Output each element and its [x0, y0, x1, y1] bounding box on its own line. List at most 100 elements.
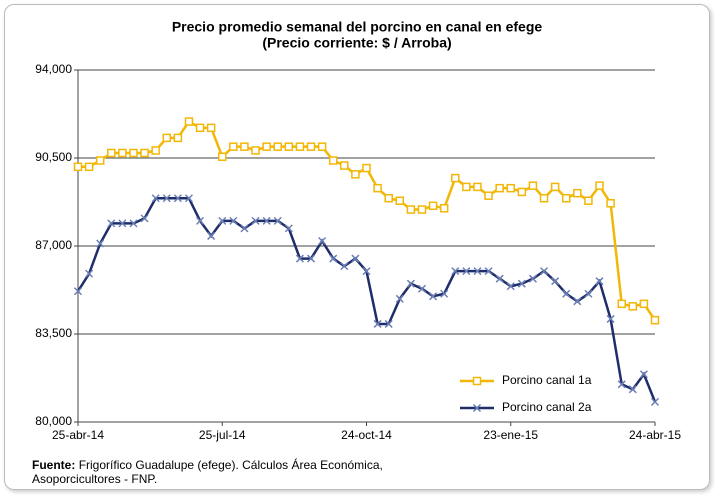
data-point	[639, 370, 648, 379]
data-point	[107, 148, 116, 158]
data-point	[584, 196, 593, 205]
data-point	[329, 254, 338, 263]
data-point	[395, 196, 405, 205]
data-point	[495, 183, 504, 193]
data-point	[517, 279, 526, 288]
data-point	[84, 162, 94, 172]
x-tick-label: 23-ene-15	[483, 428, 538, 442]
data-point	[218, 216, 227, 225]
data-point	[484, 267, 493, 276]
data-point	[451, 173, 460, 183]
data-point	[107, 219, 116, 228]
data-point	[129, 148, 138, 158]
data-point	[340, 262, 349, 271]
data-point	[118, 219, 127, 228]
data-point	[173, 194, 182, 203]
data-point	[73, 287, 83, 296]
data-point	[528, 181, 538, 190]
data-point	[184, 194, 193, 203]
data-point	[462, 267, 471, 276]
data-point	[473, 267, 482, 276]
data-point	[340, 161, 349, 170]
data-point	[429, 292, 438, 301]
data-point	[229, 216, 238, 225]
data-point	[584, 289, 593, 298]
data-point	[318, 236, 327, 246]
data-point	[462, 182, 471, 192]
data-point	[561, 193, 571, 203]
data-point	[606, 199, 615, 208]
data-point	[384, 193, 393, 203]
data-point	[351, 170, 360, 179]
data-point	[162, 133, 172, 143]
data-point	[306, 142, 316, 151]
data-point	[240, 142, 249, 151]
data-point	[206, 123, 216, 133]
data-point	[606, 314, 615, 323]
series-line	[76, 196, 657, 403]
x-tick-label: 25-abr-14	[52, 428, 104, 442]
data-point	[406, 279, 415, 288]
x-tick-label: 24-abr-15	[629, 428, 681, 442]
data-point	[617, 299, 626, 309]
data-point	[284, 224, 293, 233]
data-point	[351, 254, 360, 263]
y-tick-label: 94,000	[35, 62, 72, 76]
legend-marker	[472, 403, 482, 413]
data-point	[95, 156, 105, 165]
data-point	[195, 123, 205, 133]
data-point	[140, 214, 149, 223]
data-point	[650, 397, 660, 406]
data-point	[373, 319, 382, 328]
data-point	[162, 194, 171, 203]
chart-title: Precio promedio semanal del porcino en c…	[172, 19, 543, 35]
data-point	[595, 277, 604, 286]
data-point	[129, 219, 138, 228]
data-point	[218, 152, 227, 161]
data-point	[562, 289, 571, 298]
data-point	[506, 183, 515, 193]
data-point	[273, 142, 282, 151]
legend-label: Porcino canal 1a	[502, 373, 592, 387]
x-tick-label: 25-jul-14	[199, 428, 246, 442]
legend-label: Porcino canal 2a	[502, 400, 592, 414]
data-point	[573, 297, 582, 306]
data-point	[528, 274, 537, 283]
data-point	[473, 182, 482, 192]
data-point	[73, 162, 83, 172]
data-point	[362, 163, 371, 173]
data-point	[495, 274, 504, 283]
source-note: Fuente: Frigorífico Guadalupe (efege). C…	[32, 458, 383, 486]
data-point	[284, 142, 294, 151]
data-point	[362, 267, 371, 276]
data-point	[573, 188, 582, 198]
chart-frame	[4, 4, 710, 490]
data-point	[628, 385, 637, 394]
data-point	[440, 289, 449, 298]
data-point	[550, 182, 560, 192]
data-point	[517, 187, 527, 197]
series-line	[78, 119, 657, 321]
data-point	[140, 148, 149, 158]
data-point	[428, 201, 438, 211]
data-point	[196, 216, 205, 225]
y-tick-label: 80,000	[35, 414, 72, 428]
data-point	[184, 117, 194, 126]
source-text: Asoporcicultores - FNP.	[32, 472, 158, 486]
data-point	[85, 269, 94, 278]
data-point	[317, 142, 327, 151]
data-point	[262, 216, 271, 225]
y-tick-label: 83,500	[35, 326, 72, 340]
y-tick-label: 87,000	[35, 238, 72, 252]
source-label: Fuente:	[32, 458, 76, 472]
data-point	[506, 282, 515, 291]
data-point	[151, 194, 160, 203]
source-text: Frigorífico Guadalupe (efege). Cálculos …	[78, 458, 383, 472]
data-point	[617, 380, 626, 389]
data-point	[439, 204, 449, 213]
data-point	[540, 267, 549, 276]
data-point	[595, 181, 604, 190]
data-point	[639, 299, 649, 309]
data-point	[240, 224, 249, 233]
